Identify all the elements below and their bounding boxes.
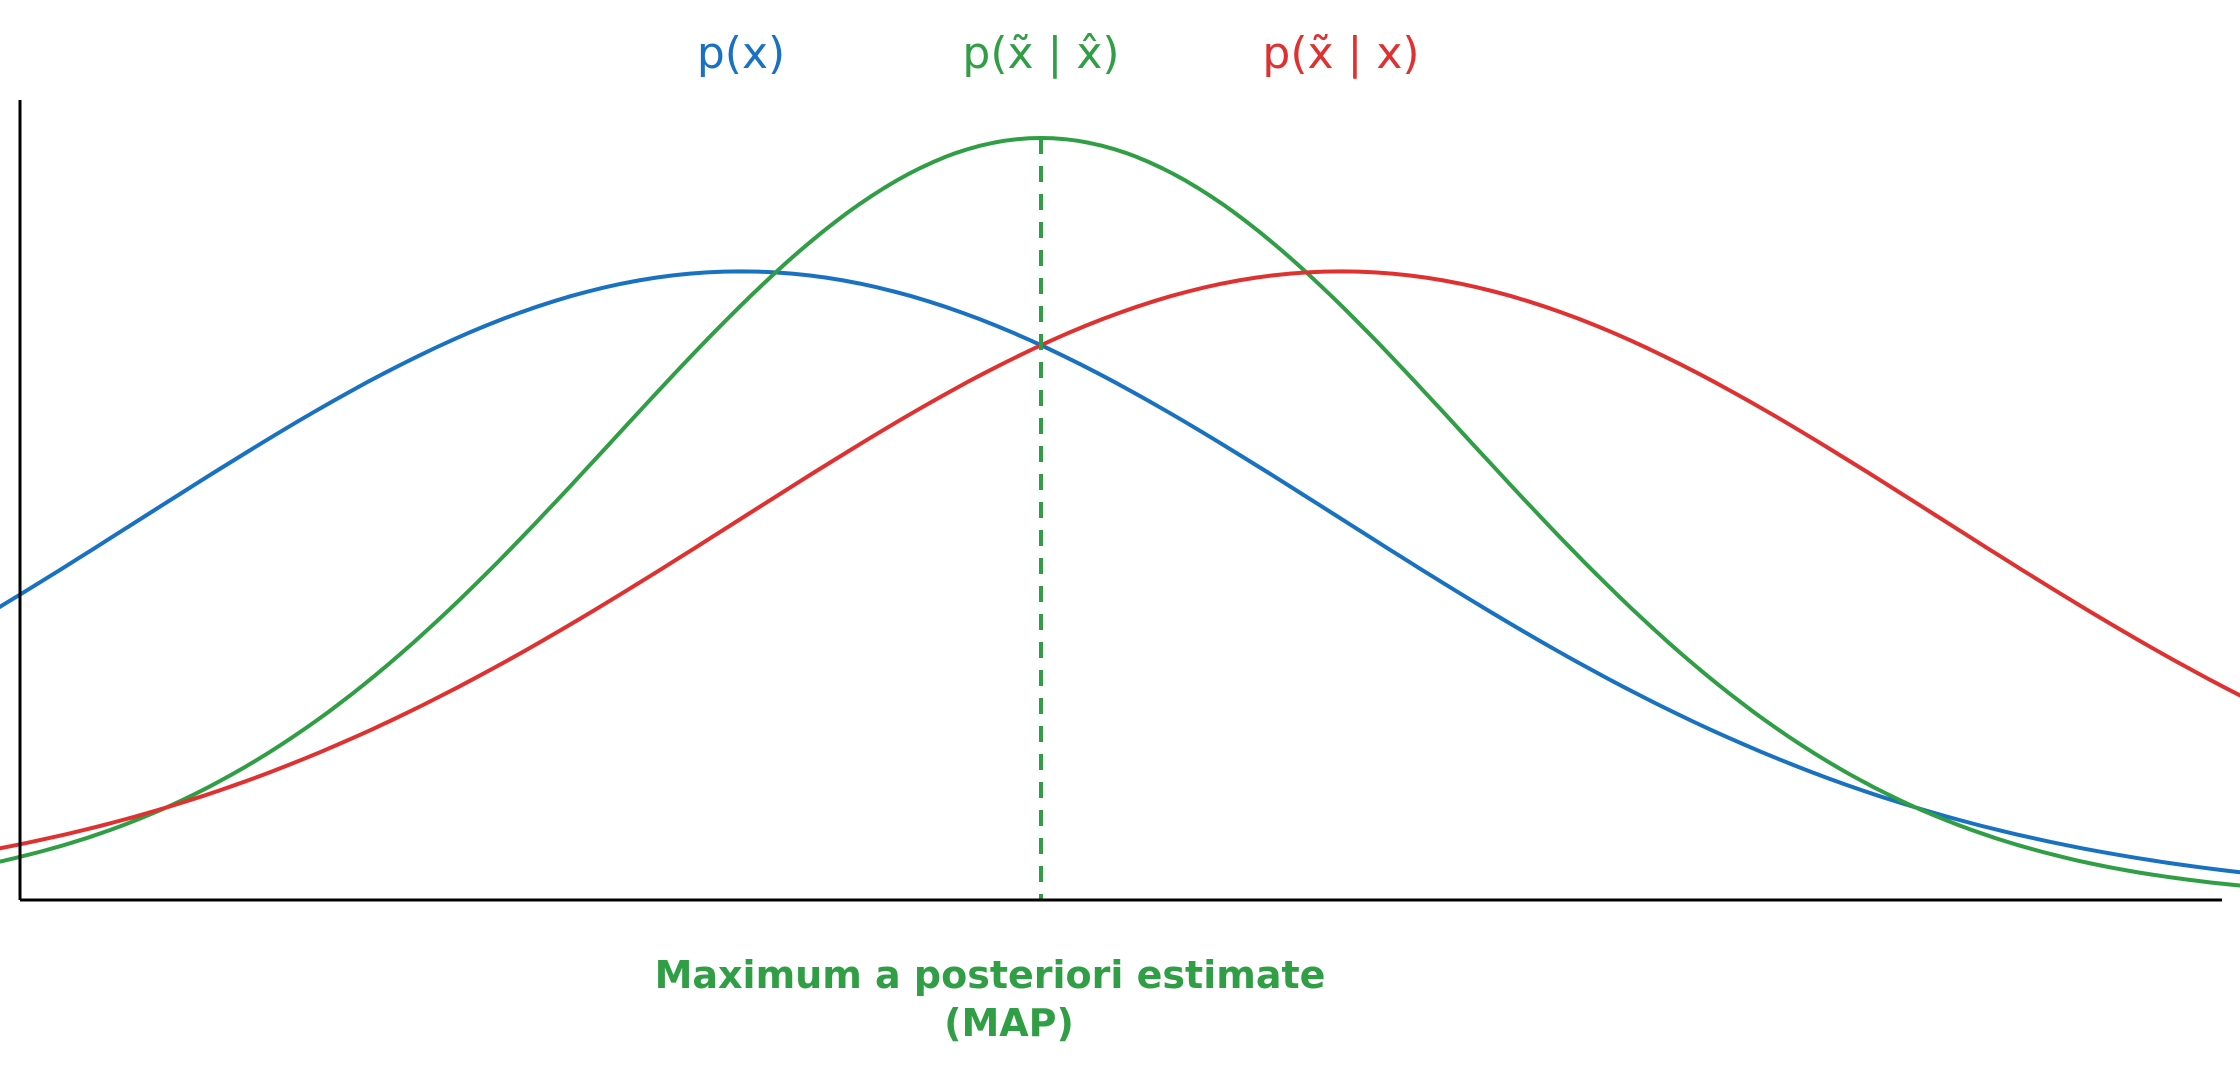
map-annotation-line1: Maximum a posteriori estimate xyxy=(655,953,1326,997)
likelihood-curve xyxy=(0,269,2240,851)
prior-label: p(x) xyxy=(697,28,785,79)
posterior-label: p(x̃ | x̂) xyxy=(962,28,1119,79)
curves-layer xyxy=(0,136,2240,888)
posterior-curve xyxy=(0,136,2240,888)
prior-curve xyxy=(0,269,2240,875)
map-annotation-line2: (MAP) xyxy=(944,1001,1074,1045)
likelihood-label: p(x̃ | x) xyxy=(1262,28,1419,79)
